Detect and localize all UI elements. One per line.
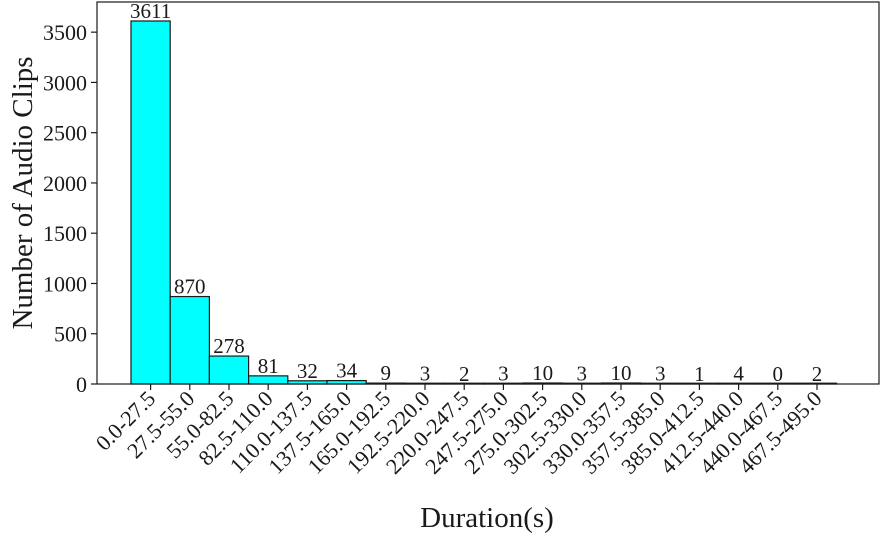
- data-label-55.0-82.5: 278: [213, 334, 245, 358]
- bar-27.5-55.0: [169, 295, 210, 385]
- data-label-0.0-27.5: 3611: [130, 0, 171, 23]
- data-label-330.0-357.5: 10: [611, 361, 632, 385]
- data-label-467.5-495.0: 2: [812, 362, 823, 386]
- data-label-275.0-302.5: 10: [532, 361, 553, 385]
- data-label-192.5-220.0: 3: [420, 362, 431, 386]
- x-axis: 0.0-27.527.5-55.055.0-82.582.5-110.0110.…: [91, 384, 827, 479]
- data-label-440.0-467.5: 0: [773, 362, 784, 386]
- y-tick-label: 1000: [43, 271, 87, 296]
- data-label-385.0-412.5: 1: [694, 362, 705, 386]
- bar-55.0-82.5: [208, 355, 250, 385]
- data-label-220.0-247.5: 2: [459, 362, 470, 386]
- data-label-247.5-275.0: 3: [498, 362, 509, 386]
- data-label-412.5-440.0: 4: [733, 362, 744, 386]
- data-label-357.5-385.0: 3: [655, 362, 666, 386]
- bar-0.0-27.5: [130, 20, 171, 385]
- plot-frame: [96, 1, 880, 385]
- y-axis-title: Number of Audio Clips: [7, 56, 39, 329]
- x-axis-title: Duration(s): [420, 502, 554, 533]
- y-axis: 0 500 1000 1500 2000 2500 3000 3500: [43, 20, 97, 397]
- data-label-110.0-137.5: 32: [297, 359, 318, 383]
- y-tick-label: 1500: [43, 221, 87, 246]
- y-tick-label: 3500: [43, 20, 87, 45]
- data-label-82.5-110.0: 81: [258, 354, 279, 378]
- y-tick-label: 500: [54, 322, 87, 347]
- data-label-137.5-165.0: 34: [336, 359, 358, 383]
- y-tick-label: 3000: [43, 70, 87, 95]
- bars-layer: [130, 20, 838, 385]
- data-label-27.5-55.0: 870: [174, 275, 206, 299]
- y-tick-label: 0: [76, 372, 87, 397]
- y-tick-label: 2000: [43, 171, 87, 196]
- data-label-165.0-192.5: 9: [381, 361, 392, 385]
- y-tick-label: 2500: [43, 121, 87, 146]
- data-label-302.5-330.0: 3: [577, 362, 588, 386]
